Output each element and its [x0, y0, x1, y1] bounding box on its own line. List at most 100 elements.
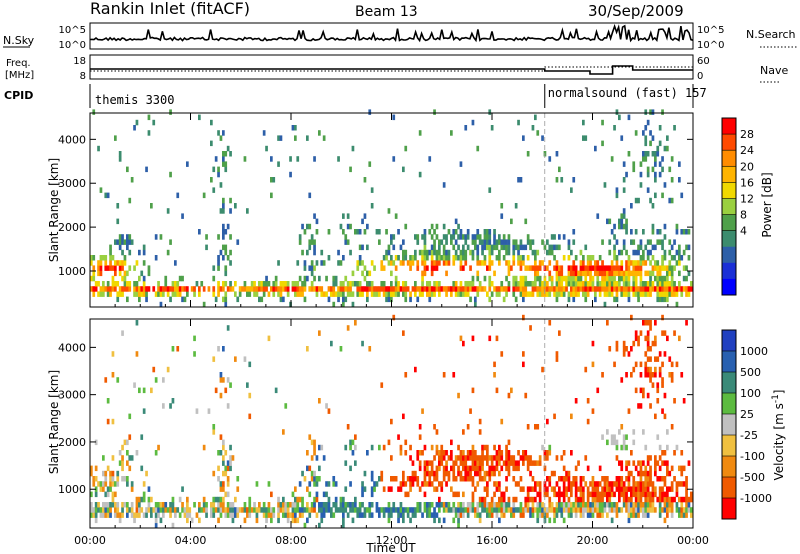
- velocity-data-cell: [459, 502, 463, 508]
- power-data-cell: [670, 265, 674, 271]
- velocity-data-cell: [274, 387, 278, 394]
- power-data-cell: [260, 281, 264, 287]
- power-data-cell: [387, 296, 391, 303]
- velocity-data-cell: [438, 460, 441, 466]
- power-data-cell: [433, 229, 436, 235]
- power-data-cell: [390, 234, 393, 240]
- power-data-cell: [644, 140, 648, 147]
- velocity-data-cell: [596, 512, 600, 518]
- velocity-data-cell: [574, 507, 578, 513]
- velocity-data-cell: [654, 455, 657, 461]
- velocity-data-cell: [118, 512, 122, 518]
- power-data-cell: [538, 275, 542, 282]
- power-data-cell: [615, 265, 619, 271]
- velocity-data-cell: [673, 450, 676, 456]
- power-data-cell: [471, 286, 475, 292]
- power-data-cell: [114, 286, 117, 292]
- power-data-cell: [358, 281, 362, 287]
- velocity-data-cell: [433, 512, 436, 518]
- power-data-cell: [169, 109, 172, 115]
- power-data-cell: [678, 249, 681, 256]
- velocity-data-cell: [440, 455, 444, 461]
- velocity-data-cell: [646, 507, 650, 513]
- power-ytick-label: 4000: [58, 133, 86, 146]
- velocity-data-cell: [344, 460, 348, 466]
- power-data-cell: [651, 135, 655, 141]
- power-data-cell: [476, 255, 480, 261]
- power-data-cell: [438, 255, 441, 261]
- power-data-cell: [459, 291, 463, 297]
- velocity-data-cell: [130, 507, 134, 513]
- power-data-cell: [512, 260, 516, 266]
- velocity-data-cell: [471, 455, 475, 461]
- velocity-data-cell: [675, 361, 679, 368]
- velocity-data-cell: [318, 465, 321, 472]
- power-data-cell: [642, 249, 645, 256]
- velocity-data-cell: [649, 403, 652, 409]
- velocity-data-cell: [462, 429, 465, 435]
- power-data-cell: [663, 145, 667, 152]
- velocity-data-cell: [219, 486, 223, 492]
- power-data-cell: [349, 286, 352, 292]
- velocity-data-cell: [104, 491, 108, 498]
- power-data-cell: [370, 281, 374, 287]
- power-data-cell: [366, 270, 369, 277]
- velocity-data-cell: [680, 465, 684, 472]
- velocity-data-cell: [370, 512, 374, 518]
- velocity-data-cell: [457, 455, 460, 461]
- power-data-cell: [159, 301, 163, 308]
- power-data-cell: [598, 281, 602, 287]
- power-data-cell: [109, 255, 112, 261]
- velocity-data-cell: [226, 465, 230, 472]
- power-data-cell: [310, 234, 314, 240]
- power-data-cell: [546, 239, 549, 245]
- velocity-data-cell: [630, 450, 633, 456]
- velocity-data-cell: [519, 486, 523, 492]
- velocity-data-cell: [318, 476, 321, 482]
- velocity-data-cell: [598, 507, 602, 513]
- velocity-data-cell: [630, 512, 633, 518]
- power-data-cell: [646, 255, 650, 261]
- velocity-data-cell: [404, 450, 408, 456]
- velocity-data-cell: [654, 460, 657, 466]
- velocity-data-cell: [574, 465, 578, 472]
- velocity-data-cell: [334, 507, 338, 513]
- power-data-cell: [651, 203, 655, 209]
- velocity-data-cell: [454, 460, 458, 466]
- velocity-data-cell: [654, 320, 657, 326]
- power-data-cell: [390, 255, 393, 261]
- power-data-cell: [90, 286, 93, 292]
- power-data-cell: [133, 281, 136, 287]
- power-data-cell: [690, 286, 693, 292]
- velocity-data-cell: [457, 522, 460, 529]
- velocity-data-cell: [558, 507, 561, 513]
- power-data-cell: [488, 109, 492, 115]
- power-data-cell: [109, 265, 112, 271]
- velocity-data-cell: [313, 502, 316, 508]
- velocity-data-cell: [685, 496, 688, 503]
- velocity-data-cell: [255, 481, 259, 487]
- velocity-data-cell: [486, 481, 489, 487]
- power-data-cell: [430, 265, 434, 271]
- power-data-cell: [654, 171, 657, 178]
- power-data-cell: [176, 291, 180, 297]
- power-data-cell: [363, 286, 367, 292]
- power-data-cell: [296, 156, 300, 162]
- power-data-cell: [589, 255, 592, 261]
- velocity-colorbar-swatch: [722, 456, 736, 478]
- nave-series-line: [90, 66, 693, 72]
- velocity-data-cell: [618, 486, 621, 492]
- velocity-data-cell: [351, 517, 355, 524]
- velocity-data-cell: [469, 476, 472, 482]
- velocity-data-cell: [214, 387, 218, 394]
- velocity-data-cell: [627, 460, 631, 466]
- power-data-cell: [342, 255, 345, 261]
- velocity-data-cell: [507, 502, 511, 508]
- power-data-cell: [394, 265, 398, 271]
- power-data-cell: [622, 213, 626, 219]
- velocity-data-cell: [634, 512, 638, 518]
- velocity-data-cell: [154, 450, 158, 456]
- velocity-data-cell: [375, 502, 379, 508]
- power-data-cell: [524, 291, 528, 297]
- power-data-cell: [510, 218, 513, 225]
